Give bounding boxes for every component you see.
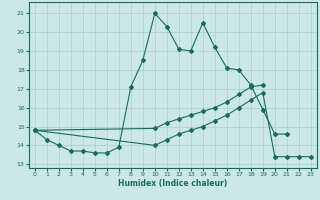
X-axis label: Humidex (Indice chaleur): Humidex (Indice chaleur): [118, 179, 228, 188]
